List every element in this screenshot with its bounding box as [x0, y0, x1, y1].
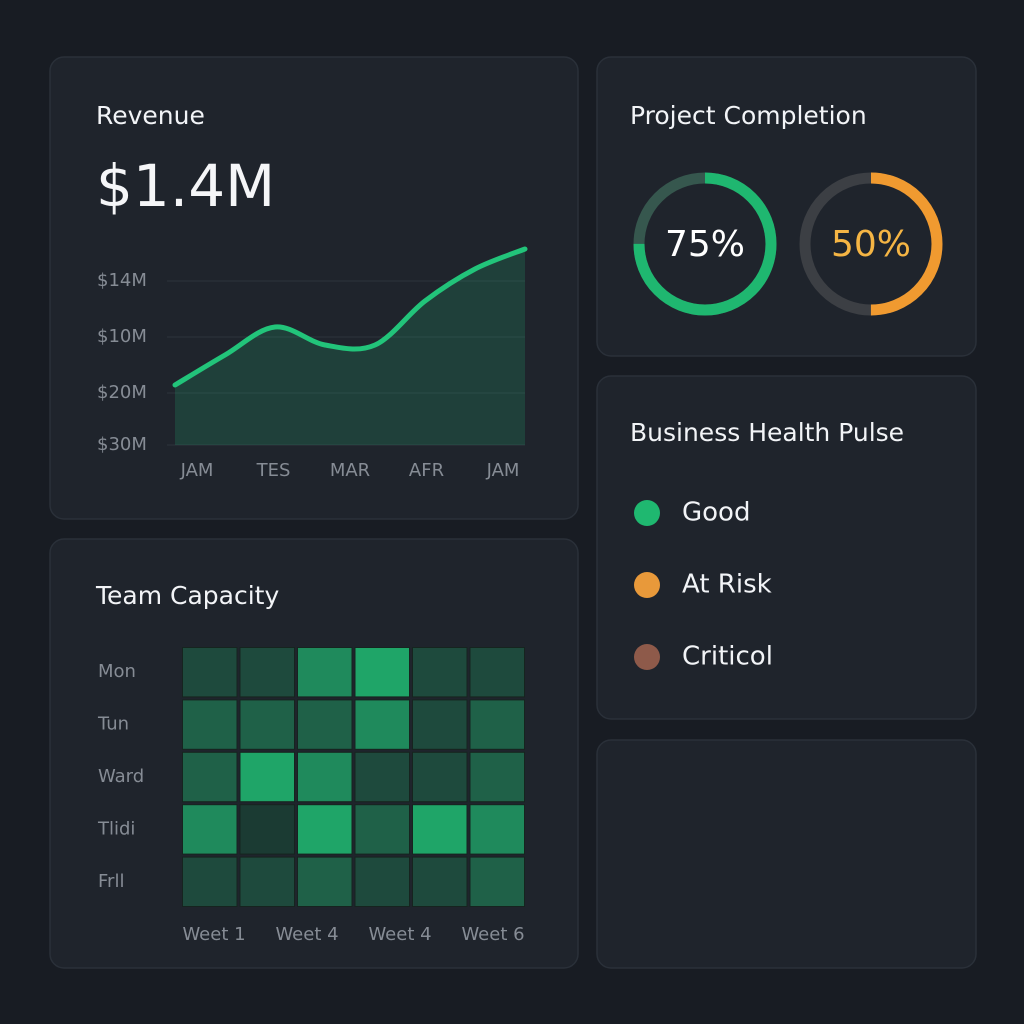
x-tick-label: JAM [486, 460, 520, 481]
heat-cell [469, 804, 525, 855]
heat-cell [412, 699, 468, 750]
heat-cell [297, 647, 353, 698]
heat-cell [297, 804, 353, 855]
heat-cell [354, 804, 410, 855]
heat-cell [239, 856, 295, 907]
heat-cell [297, 699, 353, 750]
heat-cell [182, 699, 238, 750]
row-label: Mon [98, 661, 136, 682]
row-label: Tlidi [97, 818, 135, 839]
line [172, 246, 528, 388]
heat-cell [239, 804, 295, 855]
heat-cell [412, 804, 468, 855]
y-tick-label: $14M [97, 270, 147, 291]
revenue-value: $1.4M [96, 152, 275, 220]
column-label: Weet 6 [461, 924, 524, 945]
heat-cell [239, 699, 295, 750]
completion-panel [596, 56, 977, 357]
completion-title: Project Completion [630, 101, 867, 130]
donut-label: 75% [665, 224, 745, 265]
heat-cell [469, 751, 525, 803]
heat-cell [412, 647, 468, 698]
x-tick-label: JAM [180, 460, 214, 481]
heat-cell [469, 647, 525, 698]
heat-cell [182, 804, 238, 855]
heat-cell [239, 647, 295, 698]
heat-cell [297, 751, 353, 803]
status-dot [634, 644, 660, 670]
heat-cell [412, 856, 468, 907]
row-label: Ward [98, 766, 144, 787]
status-dot [634, 500, 660, 526]
heat-cell [354, 751, 410, 803]
donut-label: 50% [831, 224, 911, 265]
heat-cell [182, 751, 238, 803]
heat-cell [354, 856, 410, 907]
status-label: At Risk [682, 570, 772, 600]
x-tick-label: AFR [409, 460, 444, 481]
column-label: Weet 4 [368, 924, 431, 945]
status-dot [634, 572, 660, 598]
y-tick-label: $20M [97, 382, 147, 403]
empty-panel [596, 739, 977, 969]
column-label: Weet 4 [275, 924, 338, 945]
heat-cell [412, 751, 468, 803]
column-label: Weet 1 [182, 924, 245, 945]
x-tick-label: TES [256, 460, 291, 481]
heat-cell [297, 856, 353, 907]
capacity-title: Team Capacity [95, 581, 279, 610]
y-tick-label: $10M [97, 326, 147, 347]
health-title: Business Health Pulse [630, 418, 904, 447]
row-label: Tun [97, 714, 129, 735]
heat-cell [469, 699, 525, 750]
heat-cell [354, 647, 410, 698]
heat-cell [182, 856, 238, 907]
x-tick-label: MAR [330, 460, 370, 481]
heat-cell [239, 751, 295, 803]
heat-cell [469, 856, 525, 907]
area [175, 249, 525, 445]
revenue-panel [49, 56, 579, 520]
status-label: Good [682, 498, 750, 528]
health-panel [596, 375, 977, 720]
donut-arc [799, 172, 943, 316]
revenue-title: Revenue [96, 101, 205, 130]
donut-arc [633, 172, 777, 316]
row-label: Frll [98, 871, 124, 892]
y-tick-label: $30M [97, 434, 147, 455]
status-label: Criticol [682, 642, 773, 672]
heat-cell [182, 647, 238, 698]
heat-cell [354, 699, 410, 750]
